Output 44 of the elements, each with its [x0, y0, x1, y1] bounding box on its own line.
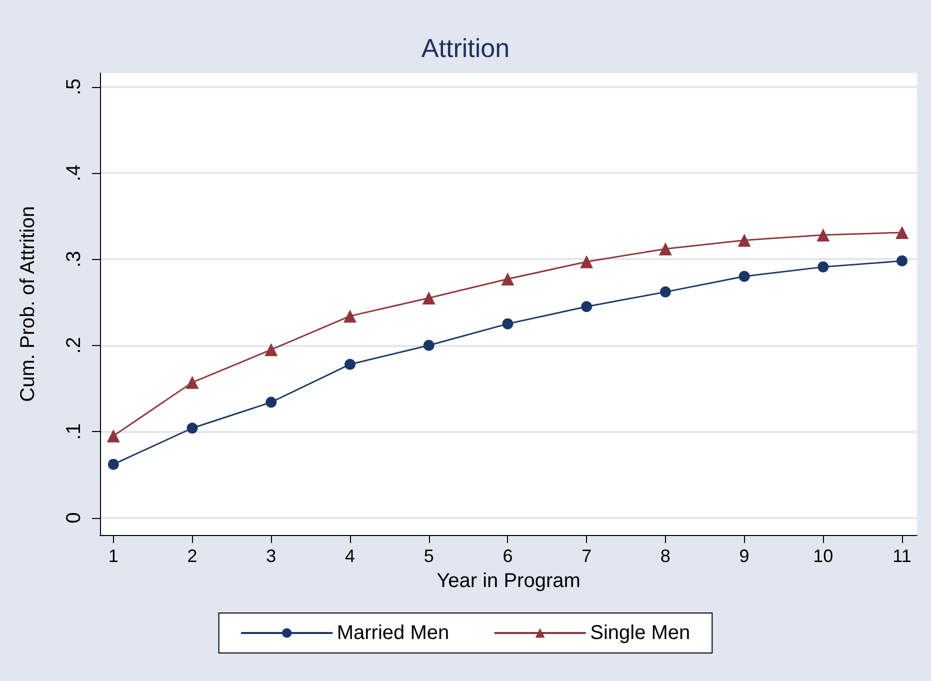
y-tick-label: .4 [63, 164, 85, 182]
x-tick-label: 9 [739, 546, 750, 566]
point [896, 226, 909, 239]
chart-title: Attrition [421, 33, 510, 63]
x-tick-label: 4 [344, 546, 355, 566]
legend-label: Married Men [336, 622, 450, 644]
point [580, 255, 594, 268]
point [423, 340, 434, 351]
legend-label: Single Men [590, 622, 690, 644]
x-tick-label: 1 [108, 546, 118, 566]
x-tick-label: 11 [892, 546, 912, 566]
point [896, 255, 908, 266]
x-tick-label: 10 [813, 546, 834, 566]
x-axis-title: Year in Program [436, 570, 580, 592]
point [344, 358, 356, 370]
point [738, 234, 751, 247]
point [660, 286, 671, 298]
point [186, 422, 198, 434]
point [108, 458, 119, 470]
x-tick-label: 3 [266, 546, 276, 566]
point [186, 376, 199, 389]
y-axis-title: Cum. Prob. of Attrition [17, 206, 39, 402]
x-tick-label: 5 [424, 546, 434, 566]
point [581, 301, 592, 312]
y-tick-label: .3 [63, 250, 85, 268]
point [502, 318, 514, 330]
x-tick-label: 7 [582, 546, 592, 566]
y-tick-label: .5 [63, 78, 85, 96]
point [816, 228, 830, 242]
y-tick-label: 0 [63, 512, 85, 524]
point [501, 272, 514, 286]
point [422, 291, 436, 304]
point [266, 396, 277, 408]
x-tick-label: 6 [502, 546, 513, 566]
y-tick-label: .2 [63, 337, 85, 354]
x-tick-label: 8 [660, 546, 670, 566]
x-tick-label: 2 [187, 546, 198, 566]
point [818, 261, 829, 272]
point [738, 270, 750, 282]
point [658, 242, 672, 256]
point [106, 429, 120, 442]
y-tick-label: .1 [63, 423, 85, 440]
point [343, 310, 356, 323]
point [264, 343, 278, 356]
